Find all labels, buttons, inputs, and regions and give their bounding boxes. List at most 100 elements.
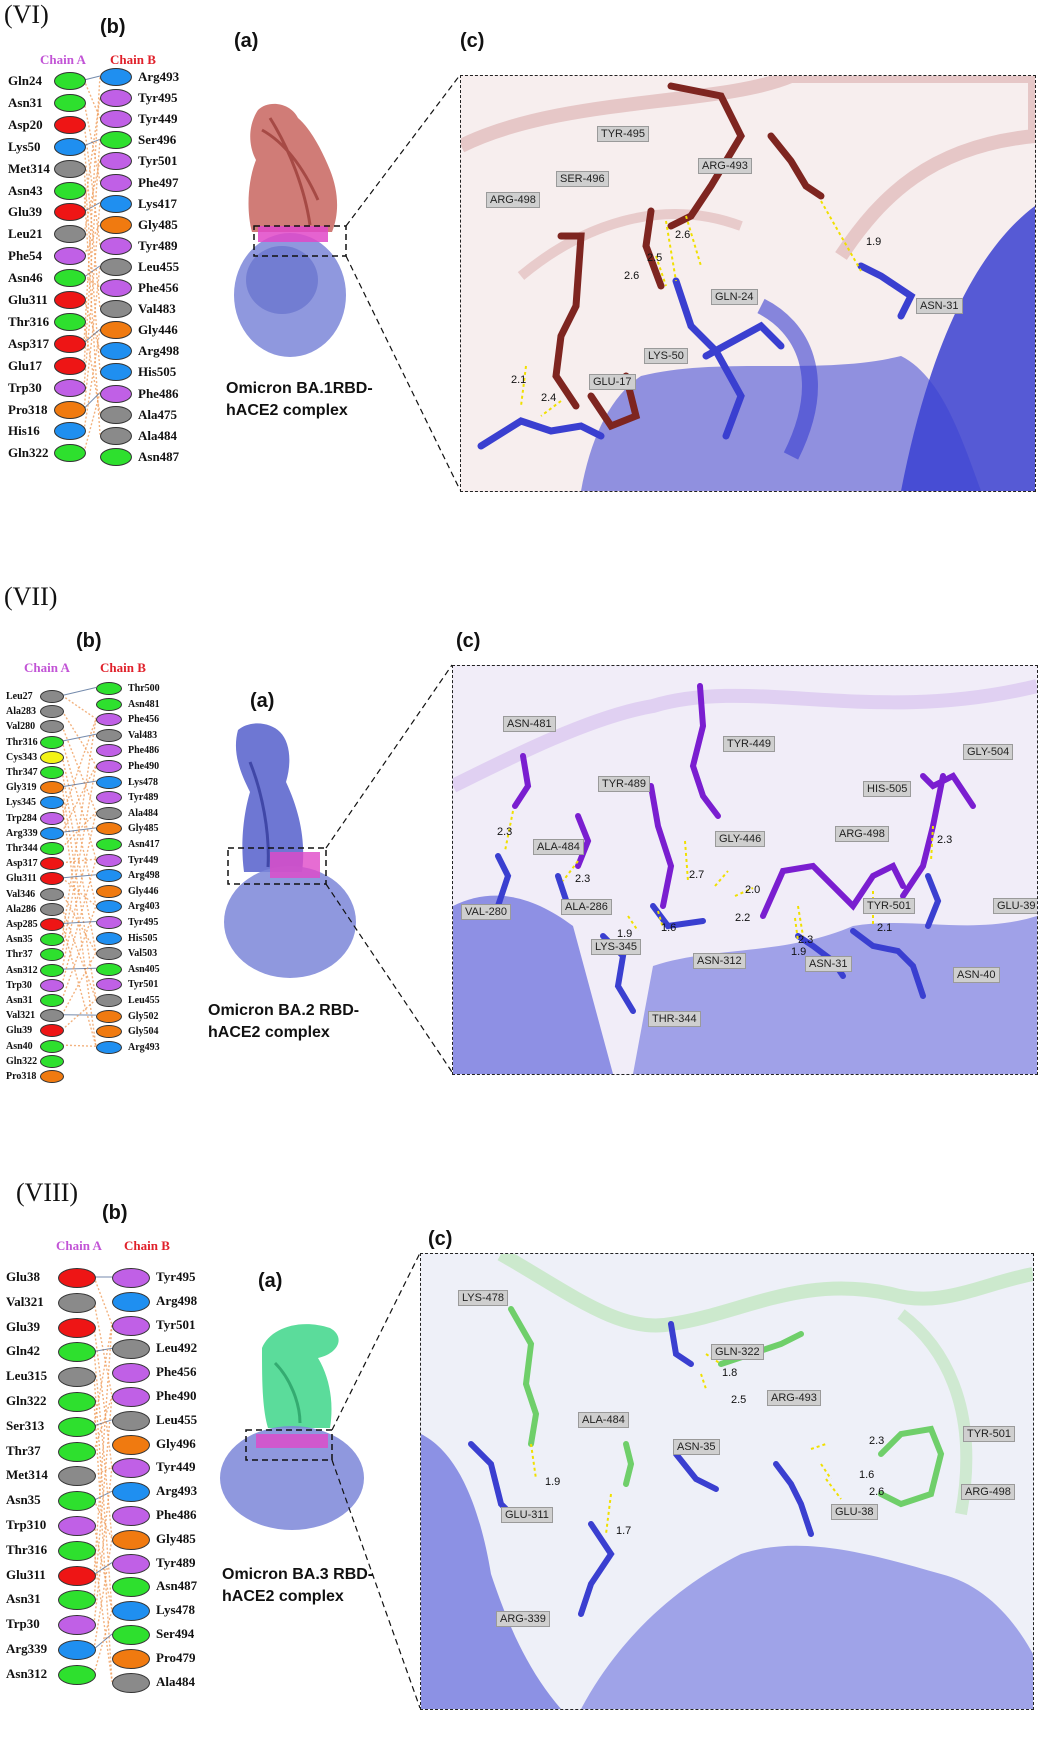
chain-a-residue-label: Leu21 xyxy=(8,226,43,242)
chain-a-residue-label: Thr316 xyxy=(6,1541,48,1557)
chain-b-residue-node xyxy=(112,1315,150,1336)
chain-a-residue-label: Val321 xyxy=(6,1010,36,1022)
chain-b-residue-label: Phe490 xyxy=(156,1388,197,1403)
chain-b-residue-label: Thr500 xyxy=(128,683,160,694)
chain-a-residue-node xyxy=(40,994,64,1007)
interaction-lines xyxy=(93,1276,113,1682)
chain-b-residue-label: Leu455 xyxy=(156,1411,198,1427)
residue-tag: LYS-478 xyxy=(458,1290,508,1306)
chain-a-residue-node xyxy=(54,137,86,156)
caption-line-2: hACE2 complex xyxy=(226,402,348,419)
chain-b-residue-node xyxy=(96,978,122,992)
residue-tag: GLY-446 xyxy=(715,831,766,847)
chain-b-residue-node xyxy=(112,1601,150,1622)
distance-label: 2.7 xyxy=(689,869,705,881)
chain-a-residue-label: Trp30 xyxy=(6,1616,40,1632)
panel-c-label: (c) xyxy=(460,30,485,52)
chain-b-residue-label: Ala484 xyxy=(128,807,158,819)
chain-b-residue-node xyxy=(100,257,132,276)
chain-b-residue-label: Tyr489 xyxy=(156,1554,196,1570)
residue-tag: GLU-39 xyxy=(993,898,1037,914)
chain-b-residue-node xyxy=(112,1387,150,1407)
panel-b-label: (b) xyxy=(102,1202,128,1224)
chain-a-residue-label: Ala286 xyxy=(6,903,36,915)
chain-b-residue-node xyxy=(96,682,122,695)
chain-b-residue-node xyxy=(100,300,132,319)
chain-a-residue-label: Met314 xyxy=(6,1467,48,1483)
hace2-surface xyxy=(224,852,356,978)
chain-a-residue-label: Asp20 xyxy=(8,116,43,132)
chain-a-residue-label: Leu315 xyxy=(6,1368,48,1384)
chain-b-residue-node xyxy=(96,838,122,851)
structure-graphics xyxy=(220,1252,421,1709)
chain-a-residue-node xyxy=(40,872,64,886)
chain-b-residue-label: Gly485 xyxy=(156,1530,196,1546)
residue-tag: VAL-280 xyxy=(461,904,511,920)
chain-a-residue-node xyxy=(40,1024,64,1038)
chain-b-residue-label: Val483 xyxy=(138,301,176,317)
chain-b-residue-label: Tyr495 xyxy=(156,1269,196,1284)
chain-b-residue-label: Val483 xyxy=(128,729,158,741)
interface-graphics xyxy=(461,76,1035,491)
chain-b-residue-node xyxy=(100,152,132,171)
distance-label: 2.6 xyxy=(624,270,640,282)
chain-b-residue-label: Gly504 xyxy=(128,1026,159,1038)
chain-a-residue-label: Lys50 xyxy=(8,138,41,154)
chain-a-residue-node xyxy=(54,291,86,309)
chain-b-residue-node xyxy=(96,822,122,836)
chain-b-residue-label: Tyr495 xyxy=(138,90,178,106)
chain-b-residue-label: Leu492 xyxy=(156,1340,198,1356)
distance-label: 1.9 xyxy=(791,946,807,958)
residue-tag: TYR-449 xyxy=(723,736,776,752)
chain-b-residue-label: Tyr495 xyxy=(128,917,159,928)
chain-b-residue-label: Ala484 xyxy=(156,1673,195,1689)
chain-b-residue-label: Tyr449 xyxy=(156,1459,196,1475)
chain-a-residue-label: Ala283 xyxy=(6,706,36,718)
chain-a-residue-node xyxy=(40,796,64,810)
chain-a-residue-label: Asn40 xyxy=(6,1040,33,1052)
chain-b-residue-label: Phe486 xyxy=(156,1507,197,1522)
chain-b-residue-label: Tyr501 xyxy=(156,1316,196,1332)
residue-tag: ARG-498 xyxy=(961,1484,1015,1500)
chain-a-residue-label: Asn31 xyxy=(6,995,33,1006)
chain-b-residue-label: Asn405 xyxy=(128,963,160,975)
distance-label: 2.6 xyxy=(675,229,691,241)
chain-a-residue-label: Glu311 xyxy=(6,1566,46,1582)
chain-b-residue-label: Tyr449 xyxy=(138,111,178,127)
zoom-box xyxy=(253,225,347,257)
chain-b-residue-label: Leu455 xyxy=(128,995,160,1006)
chain-b-residue-label: Tyr449 xyxy=(128,854,159,866)
chain-b-residue-label: Arg498 xyxy=(128,870,160,882)
chain-a-residue-label: Gln42 xyxy=(6,1343,40,1359)
residue-tag: TYR-495 xyxy=(597,126,650,142)
figure-section-vi: (VI) (b) (a) (c) Chain A Chain B Gln24 As… xyxy=(0,0,1044,520)
chain-a-residue-node xyxy=(58,1392,96,1412)
chain-a-residue-label: Gln24 xyxy=(8,73,42,88)
chain-a-residue-node xyxy=(40,705,64,719)
chain-a-residue-node xyxy=(40,781,64,795)
chain-a-residue-node xyxy=(58,1367,96,1388)
residue-tag: HIS-505 xyxy=(863,781,912,797)
chain-b-residue-node xyxy=(96,1040,122,1054)
chain-a-residue-node xyxy=(40,1054,64,1068)
chain-a-residue-label: Thr37 xyxy=(6,949,33,961)
chain-a-residue-label: Asp317 xyxy=(6,858,38,870)
chain-a-residue-label: His16 xyxy=(8,423,40,439)
chain-a-residue-label: Thr316 xyxy=(6,736,38,748)
chain-a-label: Chain A xyxy=(56,1238,102,1253)
residue-tag: GLU-311 xyxy=(501,1507,553,1523)
caption-line-1: Omicron BA.1RBD- xyxy=(226,380,373,397)
chain-a-residue-node xyxy=(40,963,64,977)
panel-c-label: (c) xyxy=(428,1228,453,1250)
distance-label: 2.3 xyxy=(497,826,513,838)
chain-b-residue-node xyxy=(112,1458,150,1479)
rbd-surface xyxy=(248,103,338,232)
chain-a-residue-label: Arg339 xyxy=(6,827,38,839)
chain-b-residue-node xyxy=(112,1410,150,1431)
chain-b-residue-label: Asn417 xyxy=(128,839,160,850)
chain-a-residue-label: Asp285 xyxy=(6,919,38,930)
chain-b-residue-node xyxy=(96,962,122,976)
rbd-surface xyxy=(262,1324,339,1428)
chain-b-residue-label: Asn481 xyxy=(128,698,160,710)
chain-b-residue-node xyxy=(100,89,132,108)
